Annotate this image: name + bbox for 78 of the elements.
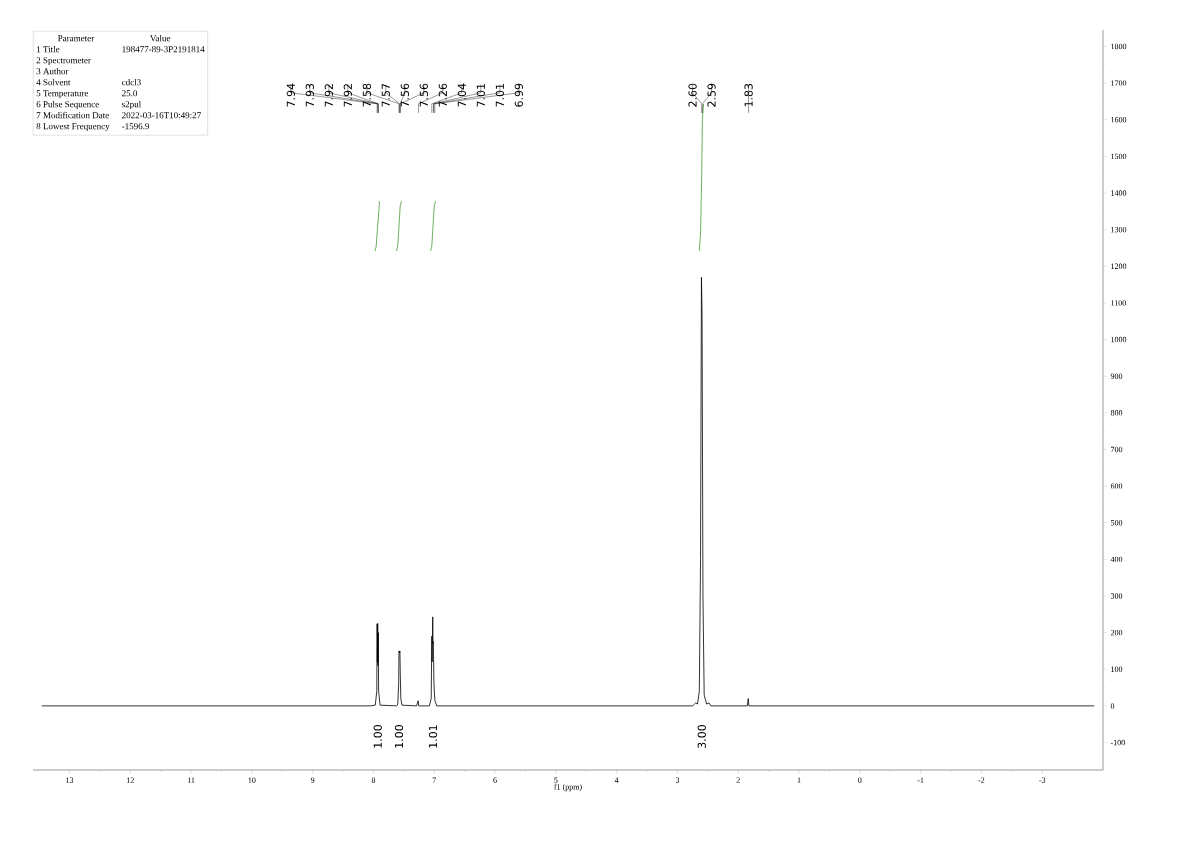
text: cdcl3 bbox=[122, 78, 141, 86]
category-label: 3 Author bbox=[36, 67, 69, 75]
y-tick-label: 1700 bbox=[1111, 80, 1127, 86]
annotation: 2.60 bbox=[688, 83, 697, 107]
y-tick-label: 1500 bbox=[1111, 153, 1127, 160]
text: 2022-03-16T10:49:27 bbox=[122, 112, 201, 119]
y-tick-label: 1200 bbox=[1111, 263, 1127, 269]
x-tick-label: -1 bbox=[917, 777, 924, 783]
x-tick-label: 10 bbox=[248, 777, 256, 783]
annotation: 7.92 bbox=[324, 84, 333, 107]
annotation: 7.04 bbox=[457, 83, 466, 107]
category-label: 2 Spectrometer bbox=[36, 57, 91, 66]
annotation: 7.57 bbox=[381, 83, 390, 107]
x-tick-label: 11 bbox=[187, 777, 195, 783]
y-tick-label: 1400 bbox=[1111, 190, 1127, 196]
annotation: 7.01 bbox=[476, 84, 485, 107]
x-tick-label: 1 bbox=[797, 777, 801, 783]
text: 25.0 bbox=[122, 90, 138, 97]
x-axis-title: f1 (ppm) bbox=[554, 783, 582, 792]
category-label: 7 Modification Date bbox=[36, 111, 109, 119]
annotation: 6.99 bbox=[514, 83, 523, 107]
annotation: 7.92 bbox=[343, 84, 352, 107]
annotation: 1.01 bbox=[428, 725, 438, 748]
category-label: 8 Lowest Frequency bbox=[36, 123, 110, 132]
y-tick-label: 1800 bbox=[1111, 43, 1127, 50]
annotation: 7.93 bbox=[305, 83, 314, 107]
annotation: 7.01 bbox=[495, 84, 504, 107]
category-label: 5 Temperature bbox=[36, 90, 88, 99]
x-tick-label: 2 bbox=[736, 777, 740, 783]
x-tick-label: 5 bbox=[554, 777, 558, 783]
annotation: 1.00 bbox=[394, 725, 404, 748]
text: s2pul bbox=[122, 100, 142, 110]
x-tick-label: 3 bbox=[675, 777, 680, 783]
x-tick-label: 7 bbox=[432, 777, 437, 783]
x-tick-label: 13 bbox=[66, 777, 74, 783]
annotation: 3.00 bbox=[697, 725, 706, 748]
annotation: 7.56 bbox=[400, 83, 409, 107]
x-tick-label: 8 bbox=[371, 777, 376, 783]
text: Value bbox=[150, 34, 171, 42]
line-series bbox=[41, 276, 1095, 707]
text: 198477-89-3P2191814 bbox=[122, 46, 205, 53]
y-tick-label: 800 bbox=[1110, 410, 1123, 416]
y-tick-label: -100 bbox=[1110, 739, 1125, 746]
y-tick-label: 200 bbox=[1110, 629, 1123, 636]
y-tick-label: 100 bbox=[1111, 666, 1123, 672]
annotation: 7.58 bbox=[362, 83, 371, 107]
x-tick-label: 9 bbox=[310, 777, 315, 783]
y-tick-label: 0 bbox=[1110, 703, 1115, 709]
line-series bbox=[374, 201, 380, 251]
x-tick-label: 4 bbox=[614, 777, 619, 783]
annotation: 1.00 bbox=[373, 725, 382, 748]
x-tick-label: 6 bbox=[493, 777, 497, 783]
y-tick-label: 1600 bbox=[1111, 117, 1127, 123]
annotation: 7.56 bbox=[419, 83, 428, 107]
y-tick-label: 600 bbox=[1110, 483, 1123, 489]
category-label: 6 Pulse Sequence bbox=[36, 100, 99, 110]
annotation: 7.94 bbox=[286, 83, 295, 107]
x-tick-label: -2 bbox=[978, 777, 985, 783]
text: -1596.9 bbox=[122, 123, 150, 130]
annotation: 1.83 bbox=[744, 83, 753, 107]
category-label: Parameter bbox=[57, 35, 95, 42]
y-tick-label: 500 bbox=[1111, 520, 1123, 526]
y-tick-label: 400 bbox=[1110, 556, 1123, 563]
x-tick-label: -3 bbox=[1039, 777, 1046, 783]
y-tick-label: 1300 bbox=[1111, 226, 1127, 233]
y-tick-label: 1000 bbox=[1111, 336, 1127, 343]
x-tick-label: 12 bbox=[126, 777, 134, 783]
x-tick-label: 0 bbox=[858, 777, 862, 783]
annotation: 2.59 bbox=[707, 83, 716, 107]
y-tick-label: 300 bbox=[1110, 593, 1123, 599]
category-label: 4 Solvent bbox=[36, 78, 71, 86]
y-tick-label: 1100 bbox=[1111, 300, 1126, 306]
category-label: 1 Title bbox=[36, 45, 60, 53]
line-series bbox=[396, 201, 402, 251]
y-tick-label: 700 bbox=[1111, 446, 1123, 453]
y-tick-label: 900 bbox=[1110, 373, 1123, 379]
line-series bbox=[698, 103, 704, 251]
annotation: 7.26 bbox=[438, 83, 447, 107]
